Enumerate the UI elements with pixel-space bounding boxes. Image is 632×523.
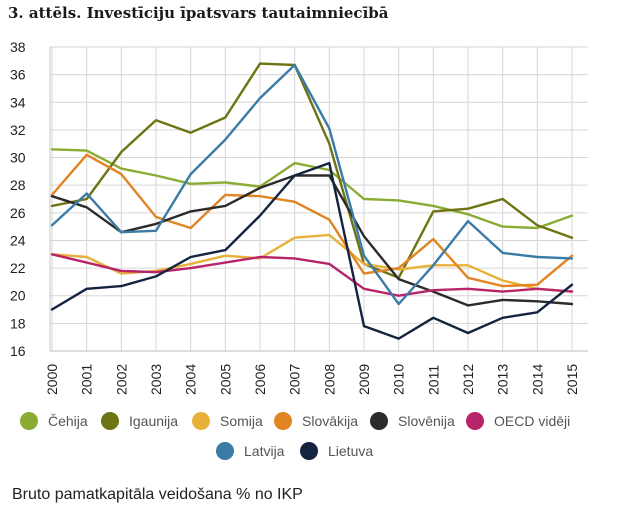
x-tick-label: 2013 (495, 364, 511, 395)
series-line-igaunija (50, 62, 574, 279)
x-tick-label: 2015 (564, 364, 580, 395)
series-line-slovenija (50, 174, 574, 307)
y-tick-label: 32 (10, 122, 26, 138)
series-line-lietuva (50, 161, 574, 340)
y-tick-label: 36 (10, 67, 26, 83)
x-tick-label: 2003 (148, 364, 164, 395)
x-tick-label: 2010 (391, 364, 407, 395)
series-line-latvija (50, 63, 574, 306)
x-tick-label: 2011 (425, 365, 441, 395)
chart-title: 3. attēls. Investīciju īpatsvars tautaim… (8, 4, 389, 22)
y-tick-label: 30 (10, 150, 26, 166)
y-tick-label: 24 (10, 232, 26, 248)
y-tick-label: 18 (10, 315, 26, 331)
x-tick-label: 2012 (460, 364, 476, 395)
x-tick-label: 2006 (252, 364, 268, 395)
x-tick-label: 2004 (183, 364, 199, 395)
y-tick-label: 22 (10, 260, 26, 276)
series-line-oecd-videji (50, 253, 574, 297)
y-tick-label: 16 (10, 343, 26, 359)
x-tick-label: 2002 (113, 364, 129, 395)
x-tick-label: 2009 (356, 364, 372, 395)
chart-note: Bruto pamatkapitāla veidošana % no IKP (12, 486, 303, 503)
x-tick-label: 2000 (44, 364, 60, 395)
x-tick-label: 2005 (217, 364, 233, 395)
y-tick-label: 26 (10, 205, 26, 221)
x-tick-label: 2008 (321, 364, 337, 395)
y-tick-label: 28 (10, 177, 26, 193)
x-tick-label: 2014 (529, 364, 545, 395)
y-tick-label: 20 (10, 288, 26, 304)
x-tick-label: 2007 (287, 364, 303, 395)
series-line-slovakija (50, 153, 574, 288)
x-tick-label: 2001 (79, 364, 95, 395)
y-tick-label: 34 (10, 94, 26, 110)
y-tick-label: 38 (10, 39, 26, 55)
plot-area (50, 47, 588, 351)
series-line-cehija (50, 148, 574, 230)
